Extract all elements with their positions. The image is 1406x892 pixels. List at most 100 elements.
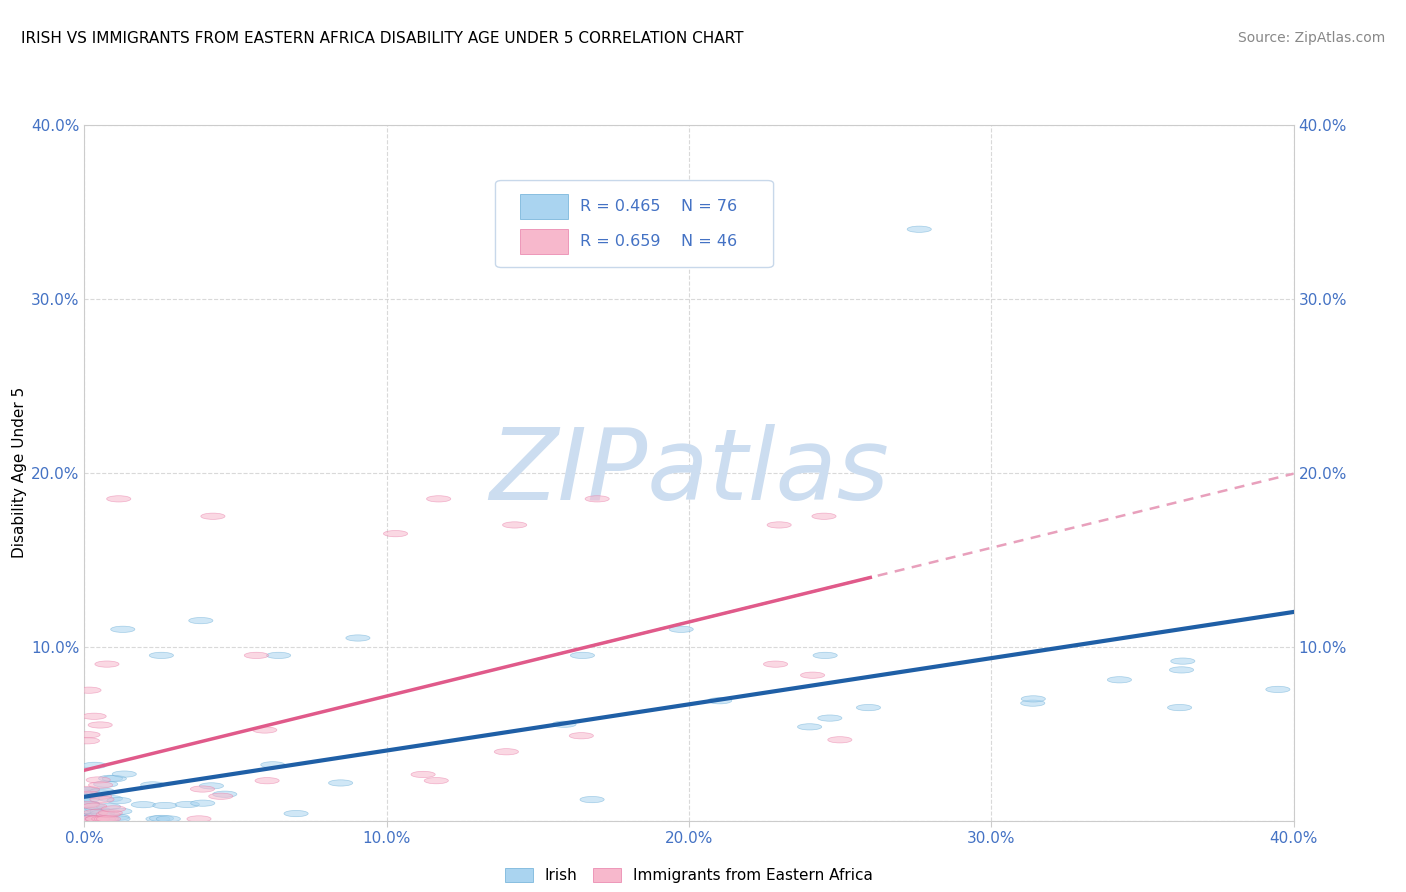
Ellipse shape xyxy=(86,777,110,783)
Ellipse shape xyxy=(813,652,837,658)
Ellipse shape xyxy=(76,731,100,738)
Ellipse shape xyxy=(411,772,436,778)
Ellipse shape xyxy=(907,226,931,233)
Ellipse shape xyxy=(90,797,114,803)
Ellipse shape xyxy=(98,796,122,802)
Ellipse shape xyxy=(112,771,136,777)
Ellipse shape xyxy=(856,705,880,711)
Text: ZIPatlas: ZIPatlas xyxy=(489,425,889,521)
Ellipse shape xyxy=(103,775,127,781)
Ellipse shape xyxy=(76,793,100,799)
Ellipse shape xyxy=(86,789,111,796)
Ellipse shape xyxy=(89,722,112,728)
Ellipse shape xyxy=(267,652,291,658)
Ellipse shape xyxy=(828,737,852,743)
Ellipse shape xyxy=(384,531,408,537)
Ellipse shape xyxy=(553,721,576,727)
Ellipse shape xyxy=(1021,700,1045,706)
Ellipse shape xyxy=(284,811,308,817)
Ellipse shape xyxy=(76,813,100,819)
Ellipse shape xyxy=(77,807,101,814)
Ellipse shape xyxy=(90,808,114,814)
Ellipse shape xyxy=(86,816,110,822)
Ellipse shape xyxy=(96,811,121,818)
Ellipse shape xyxy=(80,803,104,809)
FancyBboxPatch shape xyxy=(520,194,568,219)
Ellipse shape xyxy=(768,522,792,528)
Ellipse shape xyxy=(76,791,100,797)
Ellipse shape xyxy=(84,816,110,822)
Ellipse shape xyxy=(89,816,112,822)
Ellipse shape xyxy=(190,786,215,792)
Ellipse shape xyxy=(94,816,118,822)
Ellipse shape xyxy=(87,793,111,799)
Ellipse shape xyxy=(329,780,353,786)
Ellipse shape xyxy=(188,617,212,624)
Ellipse shape xyxy=(105,816,131,822)
FancyBboxPatch shape xyxy=(520,229,568,253)
Ellipse shape xyxy=(763,661,787,667)
Ellipse shape xyxy=(97,804,121,810)
Ellipse shape xyxy=(90,810,115,816)
Ellipse shape xyxy=(77,816,101,822)
Ellipse shape xyxy=(571,652,595,658)
Ellipse shape xyxy=(76,816,100,822)
Ellipse shape xyxy=(76,816,100,822)
Ellipse shape xyxy=(98,775,122,781)
Ellipse shape xyxy=(76,789,100,796)
Ellipse shape xyxy=(83,810,108,816)
Ellipse shape xyxy=(97,816,121,822)
Ellipse shape xyxy=(153,803,177,809)
Ellipse shape xyxy=(76,802,100,808)
Ellipse shape xyxy=(77,687,101,693)
Ellipse shape xyxy=(141,781,165,788)
Ellipse shape xyxy=(83,763,107,769)
Ellipse shape xyxy=(77,816,101,822)
Ellipse shape xyxy=(212,791,236,797)
FancyBboxPatch shape xyxy=(495,180,773,268)
Ellipse shape xyxy=(131,802,156,808)
Ellipse shape xyxy=(254,778,280,784)
Legend: Irish, Immigrants from Eastern Africa: Irish, Immigrants from Eastern Africa xyxy=(499,863,879,889)
Ellipse shape xyxy=(426,496,451,502)
Ellipse shape xyxy=(101,805,125,812)
Ellipse shape xyxy=(76,816,100,822)
Ellipse shape xyxy=(191,800,215,806)
Ellipse shape xyxy=(94,661,120,667)
Ellipse shape xyxy=(260,762,285,768)
Text: R = 0.659    N = 46: R = 0.659 N = 46 xyxy=(581,234,737,249)
Ellipse shape xyxy=(76,816,100,822)
Ellipse shape xyxy=(569,732,593,739)
Ellipse shape xyxy=(91,816,115,822)
Ellipse shape xyxy=(90,788,114,794)
Ellipse shape xyxy=(1021,696,1046,702)
Ellipse shape xyxy=(84,814,108,820)
Ellipse shape xyxy=(79,793,103,799)
Ellipse shape xyxy=(98,810,122,816)
Ellipse shape xyxy=(76,816,100,822)
Ellipse shape xyxy=(86,816,110,822)
Ellipse shape xyxy=(585,496,609,502)
Ellipse shape xyxy=(156,816,180,822)
Ellipse shape xyxy=(253,727,277,733)
Ellipse shape xyxy=(1265,686,1289,692)
Ellipse shape xyxy=(76,738,100,744)
Ellipse shape xyxy=(77,816,101,822)
Ellipse shape xyxy=(76,816,100,822)
Ellipse shape xyxy=(76,796,100,802)
Ellipse shape xyxy=(811,513,837,519)
Y-axis label: Disability Age Under 5: Disability Age Under 5 xyxy=(13,387,27,558)
Text: IRISH VS IMMIGRANTS FROM EASTERN AFRICA DISABILITY AGE UNDER 5 CORRELATION CHART: IRISH VS IMMIGRANTS FROM EASTERN AFRICA … xyxy=(21,31,744,46)
Text: Source: ZipAtlas.com: Source: ZipAtlas.com xyxy=(1237,31,1385,45)
Text: R = 0.465    N = 76: R = 0.465 N = 76 xyxy=(581,199,737,214)
Ellipse shape xyxy=(1170,667,1194,673)
Ellipse shape xyxy=(149,815,173,822)
Ellipse shape xyxy=(818,715,842,722)
Ellipse shape xyxy=(495,748,519,755)
Ellipse shape xyxy=(1108,677,1132,683)
Ellipse shape xyxy=(797,723,821,730)
Ellipse shape xyxy=(1167,705,1192,711)
Ellipse shape xyxy=(86,806,110,813)
Ellipse shape xyxy=(1171,658,1195,665)
Ellipse shape xyxy=(94,781,118,788)
